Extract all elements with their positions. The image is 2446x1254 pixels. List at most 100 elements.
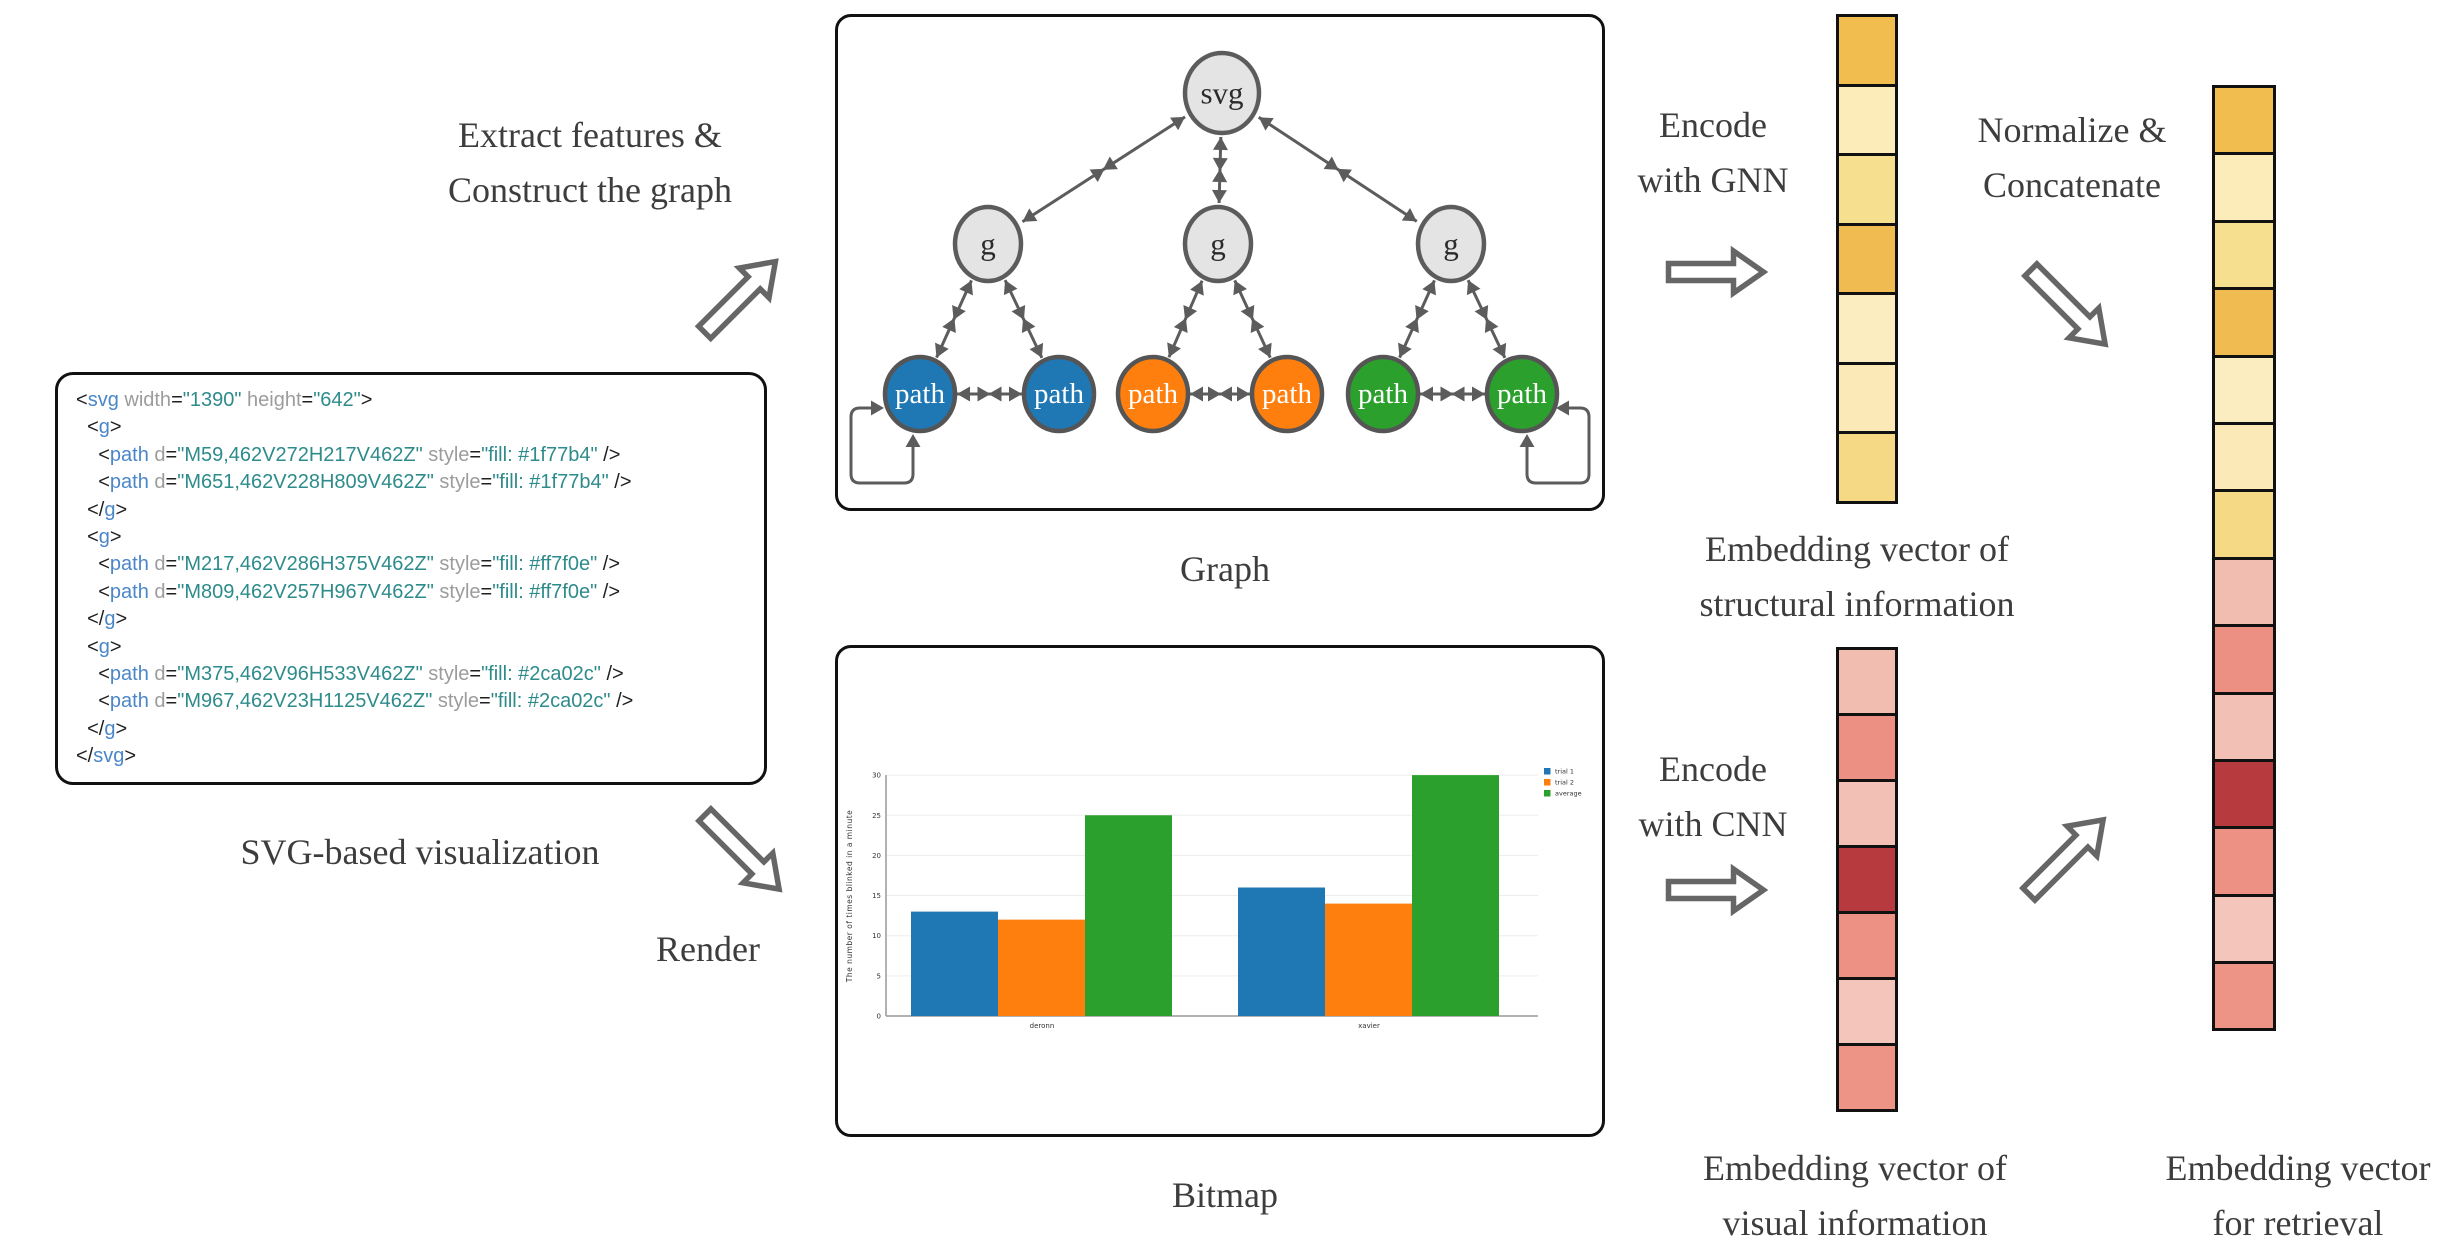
edge-arrowhead: [1089, 168, 1105, 183]
retrieval-cell-14: [2212, 961, 2276, 1032]
retrieval-cell-7: [2212, 489, 2276, 560]
tree-node-path-1-label: path: [895, 378, 945, 410]
edge-arrowhead: [1258, 117, 1274, 131]
bar-chart-figure: 0 5 10 15 20 25 30 deronn xavier The number of ti…: [845, 768, 1582, 1031]
tree-edge: [1211, 136, 1228, 204]
tree-node-path-5-label: path: [1358, 378, 1408, 410]
self-loop-line: [849, 406, 915, 485]
chart-bar-xavier-average: [1412, 775, 1499, 1016]
edge-arrowhead: [1219, 386, 1232, 402]
code-line-11: <path d="M375,462V96H533V462Z" style="fi…: [76, 663, 624, 686]
chart-bar-deronn-trial1: [911, 911, 998, 1016]
graph-panel: svg g path path g path path g path path: [835, 14, 1605, 511]
extract-line1: Extract features &: [458, 115, 722, 155]
tree-edge: [1233, 279, 1272, 359]
legend-label-2: trial 2: [1555, 779, 1574, 787]
chart-bar-xavier-trial2: [1325, 903, 1412, 1016]
visual-embedding-vector: [1836, 647, 1898, 1112]
tree-node-g-3-shape: [1415, 204, 1487, 284]
edge-arrowhead: [1401, 208, 1417, 222]
tree-node-path-4-shape: [1249, 354, 1325, 434]
edge-arrowhead: [1472, 386, 1485, 402]
y-tick-label: 0: [877, 1013, 881, 1021]
edge-arrowhead: [1474, 304, 1489, 320]
tree-edge: [1398, 279, 1436, 359]
edge-arrowhead: [1258, 342, 1272, 358]
structural-embedding-caption: Embedding vector of structural informati…: [1699, 529, 2015, 624]
svg-based-visualization-label: SVG-based visualization: [240, 832, 600, 872]
code-line-9: </g>: [76, 608, 128, 631]
edge-arrowhead: [942, 318, 956, 334]
arrow-extract-construct: [694, 258, 779, 343]
retrieval-embedding-vector: [2212, 85, 2276, 1032]
edge-arrowhead: [1102, 156, 1118, 170]
edge-arrowhead: [1240, 304, 1255, 320]
self-loop-edge: [1519, 400, 1591, 485]
visual-embedding-caption: Embedding vector of visual information: [1703, 1148, 2007, 1243]
retrieval-cell-2: [2212, 152, 2276, 223]
tree-node-path-1-shape: [882, 354, 958, 434]
code-line-6: <g>: [76, 526, 122, 549]
retrieval-cell-6: [2212, 421, 2276, 493]
visual-cell-4: [1836, 845, 1898, 914]
code-line-14: </svg>: [76, 745, 137, 768]
bitmap-caption: Bitmap: [1172, 1175, 1278, 1215]
code-line-4: <path d="M651,462V228H809V462Z" style="f…: [76, 471, 632, 494]
retrieval-cell-11: [2212, 758, 2276, 830]
x-category-label: xavier: [1358, 1022, 1380, 1030]
tree-node-path-3-shape: [1115, 354, 1191, 434]
edge-arrowhead: [1323, 156, 1339, 170]
visual-cell-3: [1836, 779, 1898, 848]
self-loop-edge: [849, 400, 921, 485]
tree-node-g-2: g: [1182, 204, 1254, 284]
x-category-label: deronn: [1030, 1022, 1055, 1030]
tree-node-path-6: path: [1484, 354, 1560, 434]
edge-arrowhead: [1250, 318, 1265, 334]
tree-node-g-2-shape: [1182, 204, 1254, 284]
tree-edge: [1021, 115, 1186, 224]
legend-swatch-2: [1544, 779, 1551, 786]
tree-node-g-1-shape: [952, 204, 1024, 284]
edge-arrowhead: [1405, 318, 1419, 334]
edge-arrowhead: [1208, 386, 1221, 402]
tree-node-path-2: path: [1021, 354, 1097, 434]
tree-node-path-6-label: path: [1497, 378, 1547, 410]
code-line-13: </g>: [76, 717, 128, 740]
edge-arrowhead: [1167, 342, 1181, 358]
y-tick-label: 15: [872, 892, 881, 900]
edge-arrowhead: [1484, 318, 1499, 334]
extract-construct-label: Extract features & Construct the graph: [448, 108, 732, 218]
tree-edge: [1190, 386, 1250, 402]
edge-arrowhead: [1211, 189, 1227, 204]
edge-arrowhead: [1003, 280, 1018, 296]
extract-line2: Construct the graph: [448, 170, 732, 210]
tree-node-svg: svg: [1182, 50, 1262, 136]
edge-arrowhead: [957, 386, 970, 402]
edge-arrowhead: [1237, 386, 1250, 402]
edge-arrowhead: [1190, 386, 1203, 402]
tree-node-path-3: path: [1115, 354, 1191, 434]
tree-node-path-2-shape: [1021, 354, 1097, 434]
tree-edge: [957, 386, 1022, 402]
tree-node-g-1-label: g: [980, 227, 996, 262]
svg-code-panel: <svg width="1390" height="642"> <g> <pat…: [55, 372, 767, 785]
structural-cell-5: [1836, 292, 1898, 365]
retrieval-cell-9: [2212, 624, 2276, 695]
edge-arrowhead: [1212, 168, 1228, 183]
edge-arrowhead: [1029, 342, 1044, 358]
visual-cell-2: [1836, 713, 1898, 782]
tree-edge: [1466, 279, 1507, 359]
y-tick-label: 10: [872, 932, 881, 940]
edge-arrowhead: [1466, 280, 1481, 296]
tree-node-path-4: path: [1249, 354, 1325, 434]
edge-arrowhead: [1173, 318, 1188, 333]
structural-cell-2: [1836, 83, 1898, 156]
structural-cell-4: [1836, 222, 1898, 295]
tree-node-svg-shape: [1182, 50, 1262, 136]
edge-arrowhead: [1398, 342, 1412, 358]
retrieval-cell-5: [2212, 354, 2276, 425]
code-line-2: <g>: [76, 416, 122, 439]
edge-arrowhead: [1519, 434, 1535, 447]
tree-node-path-5-shape: [1345, 354, 1421, 434]
